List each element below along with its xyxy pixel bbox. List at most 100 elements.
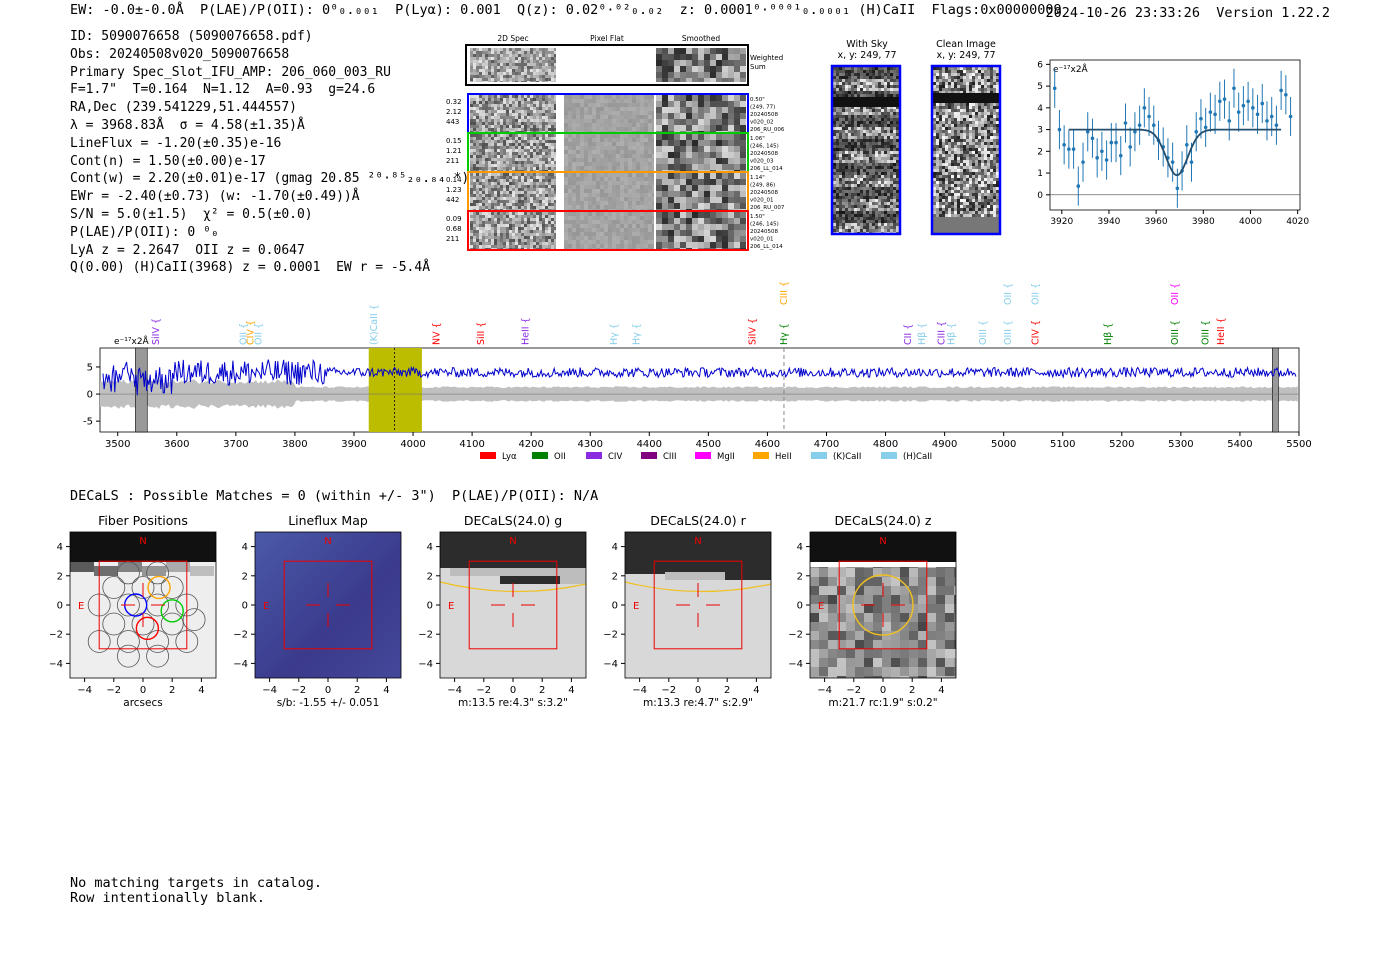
noise-cell [536, 72, 539, 75]
noise-cell [568, 107, 572, 111]
noise-cell [518, 72, 521, 75]
noise-cell [497, 194, 500, 197]
noise-cell [551, 206, 554, 209]
noise-cell [551, 75, 554, 78]
noise-cell [584, 232, 588, 236]
noise-cell [509, 146, 512, 149]
noise-cell [893, 199, 896, 202]
noise-cell [875, 130, 878, 133]
noise-cell [518, 149, 521, 152]
noise-cell [896, 139, 899, 142]
noise-cell [987, 91, 990, 94]
noise-cell [887, 94, 890, 97]
noise-cell [612, 224, 616, 228]
info-line: Q(0.00) (H)CaII(3968) z = 0.0001 EW r = … [70, 260, 431, 276]
noise-cell [884, 157, 887, 160]
noise-cell [564, 201, 568, 205]
noise-cell [542, 221, 545, 224]
noise-cell [572, 146, 576, 150]
noise-cell [512, 69, 515, 72]
noise-cell [866, 202, 869, 205]
noise-cell [839, 223, 842, 226]
noise-cell [572, 138, 576, 142]
noise-cell [863, 223, 866, 226]
noise-cell [975, 106, 978, 109]
noise-cell [545, 218, 548, 221]
noise-cell [521, 230, 524, 233]
noise-cell [482, 158, 485, 161]
noise-cell [554, 239, 556, 242]
noise-cell [491, 218, 494, 221]
noise-cell [500, 75, 503, 78]
noise-cell [491, 245, 494, 248]
info-line: ID: 5090076658 (5090076658.pdf) [70, 29, 313, 44]
noise-cell [893, 148, 896, 151]
noise-cell [600, 240, 604, 244]
noise-cell [491, 152, 494, 155]
noise-cell [509, 72, 512, 75]
noise-cell [515, 72, 518, 75]
noise-cell [887, 190, 890, 193]
noise-cell [698, 101, 704, 107]
noise-cell [568, 216, 572, 220]
noise-cell [984, 79, 987, 82]
noise-cell [494, 51, 497, 54]
noise-cell [497, 63, 500, 66]
noise-cell [518, 197, 521, 200]
noise-cell [604, 162, 608, 166]
noise-cell [488, 236, 491, 239]
noise-cell [620, 197, 624, 201]
noise-cell [488, 101, 491, 104]
noise-cell [668, 125, 674, 131]
noise-cell [551, 197, 554, 200]
noise-cell [875, 178, 878, 181]
noise-cell [616, 103, 620, 107]
noise-cell [851, 142, 854, 145]
noise-cell [500, 116, 503, 119]
noise-cell [881, 94, 884, 97]
noise-cell [632, 189, 636, 193]
noise-cell [488, 218, 491, 221]
noise-cell [710, 242, 716, 248]
noise-cell [632, 99, 636, 103]
noise-cell [704, 107, 710, 113]
noise-cell [588, 209, 592, 210]
noise-cell [836, 121, 839, 124]
noise-cell [710, 101, 716, 107]
noise-cell [588, 131, 592, 132]
noise-cell [616, 127, 620, 131]
noise-cell [869, 184, 872, 187]
noise-cell [740, 230, 746, 236]
noise-cell [640, 209, 644, 210]
noise-cell [542, 167, 545, 170]
noise-cell [539, 113, 542, 116]
noise-cell [580, 193, 584, 197]
noise-cell [500, 227, 503, 230]
noise-cell [978, 103, 981, 106]
noise-cell [530, 107, 533, 110]
noise-cell [548, 182, 551, 185]
noise-cell [515, 63, 518, 66]
noise-cell [933, 88, 936, 91]
noise-cell [963, 115, 966, 118]
noise-cell [893, 139, 896, 142]
noise-cell [656, 101, 662, 107]
noise-cell [839, 115, 842, 118]
noise-cell [628, 99, 632, 103]
noise-cell [545, 72, 548, 75]
noise-cell [969, 103, 972, 106]
noise-cell [692, 140, 698, 146]
noise-cell [875, 79, 878, 82]
noise-cell [524, 54, 527, 57]
noise-cell [839, 88, 842, 91]
noise-cell [506, 182, 509, 185]
noise-cell [728, 78, 734, 82]
noise-cell [833, 133, 836, 136]
noise-cell [734, 242, 740, 248]
noise-cell [839, 106, 842, 109]
noise-cell [648, 189, 652, 193]
noise-cell [580, 205, 584, 209]
noise-cell [494, 95, 497, 98]
noise-cell [568, 189, 572, 193]
noise-cell [740, 236, 746, 242]
